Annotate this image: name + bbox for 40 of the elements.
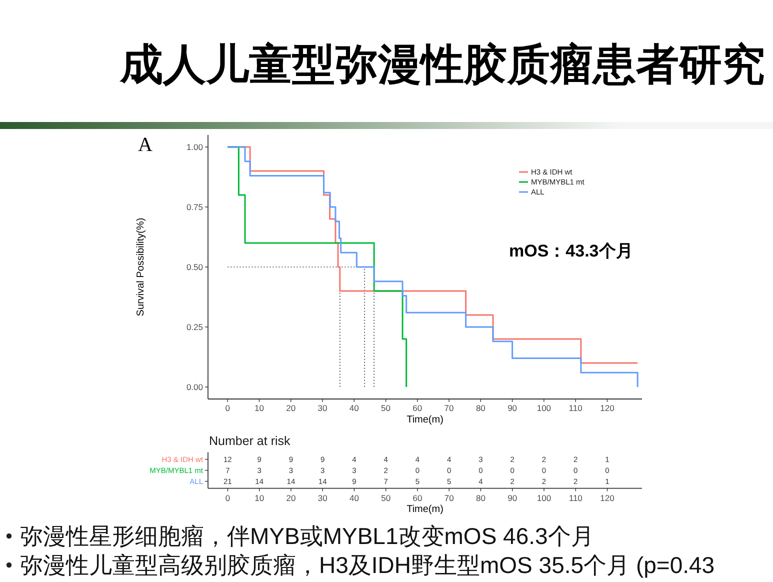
x-tick-label: 110 xyxy=(568,403,583,413)
y-tick-label: 1.00 xyxy=(186,142,204,152)
y-tick-label: 0.25 xyxy=(186,322,204,332)
annotation: mOS：43.3个月 xyxy=(509,242,633,260)
x-tick-label: 70 xyxy=(444,492,454,503)
x-tick-label: 20 xyxy=(286,403,296,413)
x-tick-label: 70 xyxy=(444,403,454,413)
x-tick-label: 80 xyxy=(476,492,486,503)
x-tick-label: 30 xyxy=(318,403,328,413)
x-tick-label: 30 xyxy=(318,492,328,503)
chart-title: 成人儿童型弥漫性胶质瘤患者研究 xyxy=(119,41,765,89)
x-tick-label: 20 xyxy=(286,492,296,503)
text: 弥漫性儿童型高级别胶质瘤，H3及IDH野生型mOS 35.5个月 (p=0.43 xyxy=(20,552,715,578)
x-tick-label: 0 xyxy=(225,492,230,503)
x-tick-label: 100 xyxy=(536,403,552,413)
x-tick-label: 40 xyxy=(349,492,360,503)
y-tick-label: 0.00 xyxy=(186,382,204,392)
x-tick-label: 120 xyxy=(600,403,615,413)
x-axis-title: Time(m) xyxy=(406,414,444,426)
y-tick-label: 0.50 xyxy=(186,262,204,272)
x-tick-label: 50 xyxy=(381,492,391,503)
x-tick-label: 0 xyxy=(225,403,230,413)
x-tick-label: 100 xyxy=(536,492,552,503)
y-tick-label: 0.75 xyxy=(186,202,204,212)
x-tick-label: 50 xyxy=(381,403,391,413)
x-tick-label: 110 xyxy=(568,492,583,503)
y-axis-title: Survival Possibility(%) xyxy=(136,218,146,316)
x-tick-label: 40 xyxy=(349,403,360,413)
x-tick-label: 10 xyxy=(254,403,264,413)
x-tick-label: 120 xyxy=(600,492,615,503)
x-tick-label: 90 xyxy=(508,403,518,413)
chart-title: Number at risk xyxy=(209,434,292,448)
x-tick-label: 60 xyxy=(412,403,422,413)
x-tick-label: 60 xyxy=(412,492,422,503)
x-tick-label: 80 xyxy=(476,403,486,413)
text: A xyxy=(138,134,153,156)
text: 弥漫性星形细胞瘤，伴MYB或MYBL1改变mOS 46.3个月 xyxy=(20,523,594,549)
x-tick-label: 10 xyxy=(254,492,264,503)
x-axis-title: Time(m) xyxy=(406,504,444,515)
x-tick-label: 90 xyxy=(508,492,518,503)
